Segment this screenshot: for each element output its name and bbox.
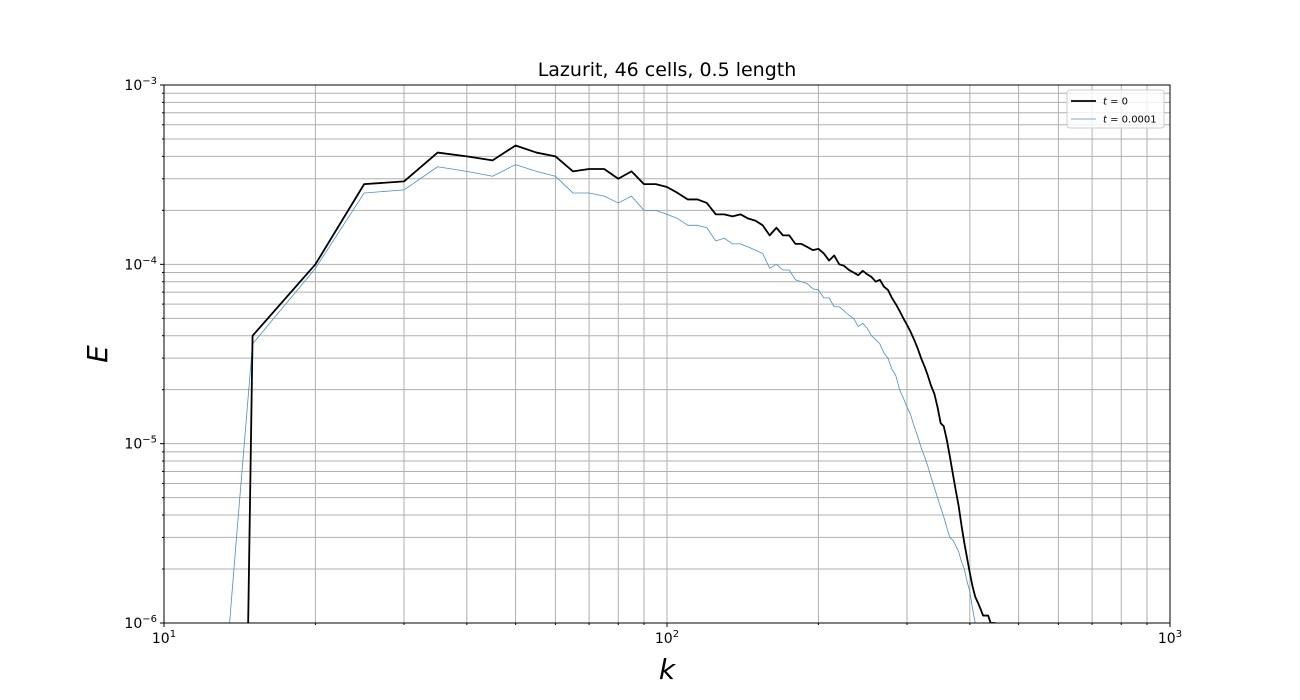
chart-title: Lazurit, 46 cells, 0.5 length xyxy=(538,59,797,81)
series-line-0 xyxy=(247,144,996,623)
legend: t = 0 t = 0.0001 xyxy=(1066,89,1165,129)
x-tick-label: 103 xyxy=(1158,629,1182,647)
legend-label-1: t = 0.0001 xyxy=(1103,115,1157,126)
grid xyxy=(163,84,1171,624)
y-axis-label: E xyxy=(81,345,114,363)
legend-label-0: t = 0 xyxy=(1103,97,1128,108)
y-tick-label: 10−4 xyxy=(124,255,157,273)
series-layer xyxy=(229,144,996,623)
y-tick-label: 10−6 xyxy=(124,614,157,632)
x-axis-label: k xyxy=(659,653,677,686)
x-tick-label: 101 xyxy=(152,629,176,647)
legend-box xyxy=(1066,89,1165,129)
y-tick-label: 10−5 xyxy=(124,435,157,453)
y-tick-label: 10−3 xyxy=(124,76,157,94)
x-tick-label: 102 xyxy=(655,629,679,647)
ticks: 101 102 103 10−6 10−5 10−4 10−3 xyxy=(124,76,1182,647)
series-line-1 xyxy=(229,164,976,623)
